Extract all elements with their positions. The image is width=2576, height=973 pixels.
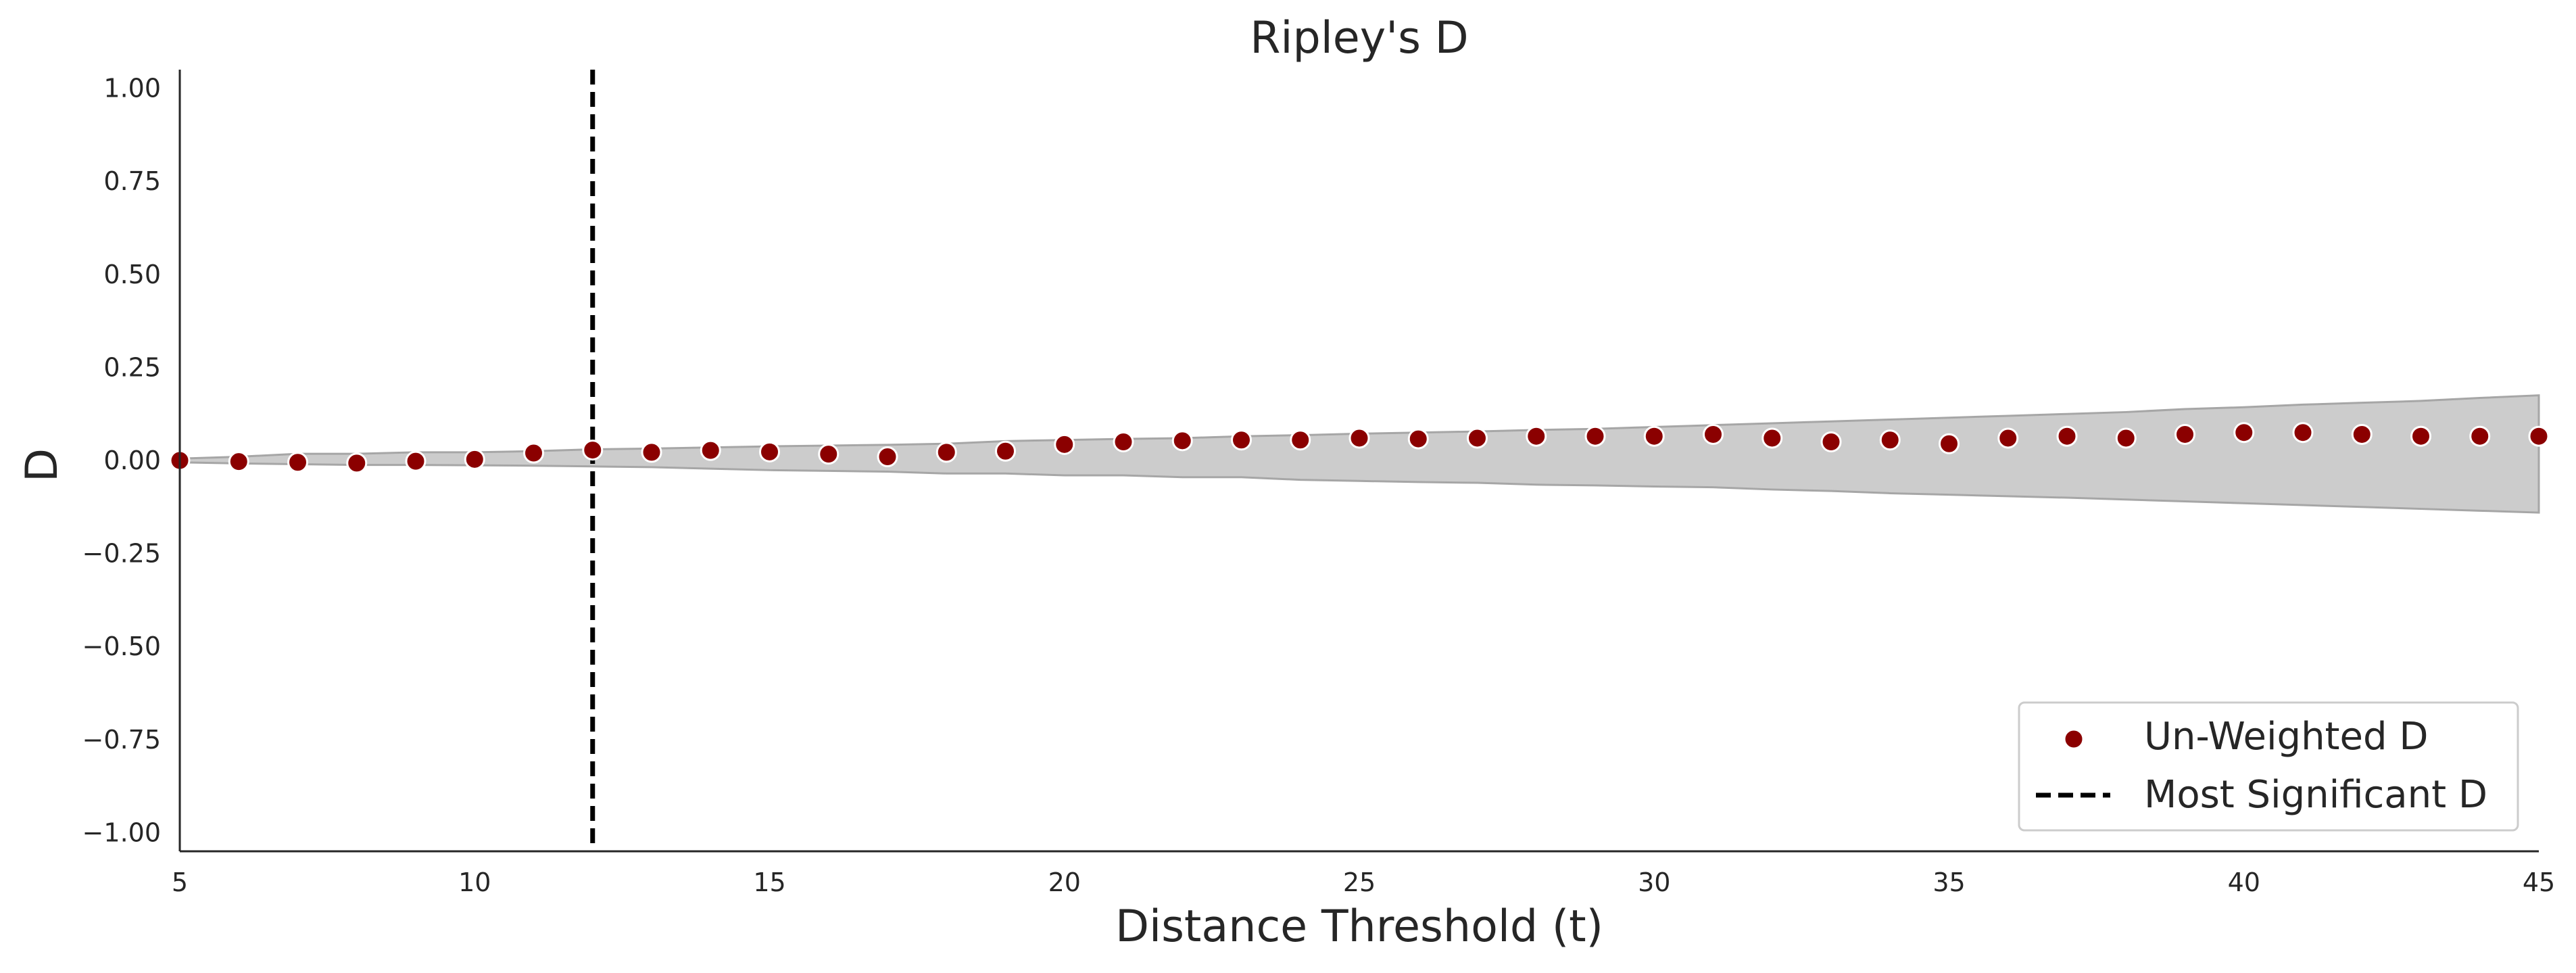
x-tick-label: 35 [1933, 868, 1965, 897]
data-point [2469, 425, 2491, 447]
envelope-band [178, 394, 2540, 514]
y-tick-label: −0.25 [82, 539, 161, 569]
data-point [1703, 423, 1724, 445]
data-point [700, 440, 721, 461]
legend-label-most-significant-d: Most Significant D [2144, 773, 2487, 817]
data-point [1290, 429, 1311, 451]
data-point [523, 442, 544, 464]
x-tick-label: 40 [2228, 868, 2260, 897]
x-tick-labels: 5 10 15 20 25 30 35 40 45 [172, 868, 2555, 897]
x-tick-label: 20 [1048, 868, 1081, 897]
data-point [1054, 433, 1075, 455]
axes [178, 70, 2539, 853]
data-point [2351, 423, 2373, 445]
data-point [464, 448, 485, 470]
data-point [1584, 425, 1606, 447]
data-point [1526, 425, 1547, 447]
data-point [346, 452, 368, 474]
x-tick-label: 45 [2523, 868, 2555, 897]
x-tick-label: 15 [753, 868, 785, 897]
y-tick-label: 0.50 [103, 260, 161, 289]
data-point [2410, 425, 2431, 447]
x-axis-label: Distance Threshold (t) [1115, 901, 1603, 952]
data-point [1879, 429, 1901, 451]
data-point [1997, 427, 2019, 449]
y-tick-label: −0.75 [82, 725, 161, 755]
y-tick-label: 1.00 [103, 74, 161, 103]
data-point [1467, 427, 1488, 449]
chart-title: Ripley's D [1250, 13, 1468, 64]
y-tick-label: −1.00 [82, 817, 161, 847]
data-point [1643, 425, 1665, 447]
data-point [1761, 427, 1783, 449]
y-tick-labels: 1.00 0.75 0.50 0.25 0.00 −0.25 −0.50 −0.75 −1.00 [82, 74, 161, 848]
data-point [1348, 427, 1370, 449]
x-tick-label: 25 [1343, 868, 1376, 897]
data-point [1407, 428, 1429, 450]
x-tick-label: 10 [458, 868, 491, 897]
data-point [2174, 423, 2195, 445]
data-point [1113, 431, 1134, 452]
data-point [877, 446, 898, 467]
data-point [2292, 422, 2314, 444]
data-point [995, 440, 1016, 462]
x-tick-label: 5 [172, 868, 188, 897]
y-tick-label: 0.25 [103, 352, 161, 382]
data-point [2233, 422, 2255, 444]
y-tick-label: 0.75 [103, 166, 161, 196]
x-tick-label: 30 [1638, 868, 1670, 897]
legend-label-unweighted-d: Un-Weighted D [2144, 715, 2428, 759]
data-point [1939, 433, 1960, 454]
data-point [582, 440, 604, 461]
data-point [2115, 427, 2137, 449]
data-point [228, 451, 249, 473]
data-point [759, 441, 780, 462]
legend-marker-unweighted-d [2063, 728, 2085, 750]
data-point [935, 442, 957, 463]
data-point [641, 442, 662, 463]
y-tick-label: 0.00 [103, 446, 161, 475]
data-point [2528, 425, 2550, 447]
data-point [405, 450, 427, 472]
data-point [1171, 430, 1193, 452]
data-points [169, 422, 2550, 474]
data-point [2056, 425, 2078, 447]
data-point [1820, 431, 1842, 452]
legend: Un-Weighted D Most Significant D [2018, 701, 2519, 832]
data-point [818, 444, 840, 465]
y-axis-label: D [17, 448, 68, 482]
y-tick-label: −0.50 [82, 632, 161, 661]
data-point [1231, 429, 1252, 451]
legend-box [2018, 701, 2519, 832]
data-point [287, 452, 308, 473]
simulation-envelope [178, 394, 2540, 514]
